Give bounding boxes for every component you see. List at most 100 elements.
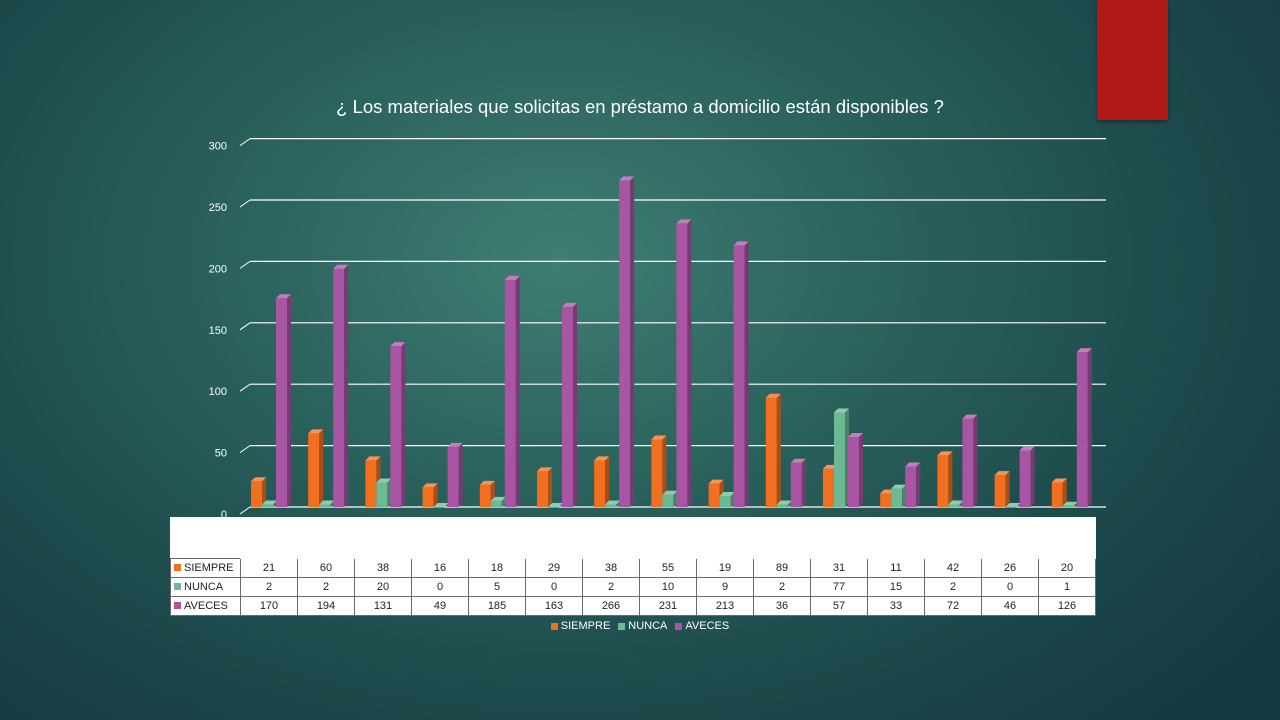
bar-front	[948, 504, 960, 507]
bar	[537, 467, 552, 507]
bar-top	[479, 480, 495, 485]
table-cell: 29	[525, 558, 583, 578]
bar-top	[433, 503, 449, 507]
series-key-swatch	[174, 583, 181, 590]
bar-front	[937, 455, 949, 507]
bar-top	[504, 275, 520, 280]
bar-side	[262, 477, 266, 507]
legend: SIEMPRE NUNCA AVECES	[0, 620, 1280, 633]
series-name: SIEMPRE	[184, 562, 234, 574]
table-cell: 2	[924, 577, 982, 597]
bar-top	[708, 479, 724, 484]
bar-front	[905, 466, 917, 507]
bar-top	[948, 500, 964, 505]
bar	[848, 433, 863, 507]
bar-front	[1051, 482, 1063, 507]
table-category-label: ESIME TIC	[1038, 517, 1096, 559]
gridline-depth	[239, 199, 251, 208]
bar	[594, 456, 610, 507]
table-cell: 2	[753, 577, 811, 597]
table-category-label: ESCA S TOM	[753, 517, 811, 559]
bar-side	[1087, 348, 1092, 507]
legend-item: NUNCA	[618, 620, 667, 632]
bar-side	[319, 429, 324, 507]
bar	[962, 414, 978, 507]
bar-front	[651, 439, 663, 507]
bar	[1019, 446, 1035, 507]
bar-top	[308, 429, 324, 434]
bar-side	[401, 342, 406, 507]
bar	[276, 294, 291, 507]
table-cell: 131	[354, 596, 412, 616]
table-series-label: AVECES	[170, 596, 241, 616]
data-table: ESM UPIITA ESIT EST ESIA TIC ESIA TEC ESFM ESIM…	[170, 517, 1096, 616]
table-category-label: UPIICSA	[867, 517, 925, 559]
table-category-label: ESIME AZC	[639, 517, 697, 559]
bar-top	[1062, 501, 1078, 506]
bar-top	[594, 456, 610, 461]
bar	[548, 503, 563, 508]
bar-top	[605, 500, 621, 505]
bar-top	[1005, 503, 1021, 507]
bar-side	[1030, 446, 1035, 507]
bar-top	[319, 500, 335, 505]
bar-front	[662, 494, 674, 507]
bar-top	[834, 408, 849, 413]
bar-side	[801, 458, 806, 507]
bar-top	[790, 458, 806, 463]
table-cell: 42	[924, 558, 982, 578]
table-row: AVECES 170 194 131 49 185 163 266 231 213 36 57 33 72…	[170, 596, 1096, 616]
bar-front	[962, 418, 974, 507]
bar	[308, 429, 324, 507]
bar-top	[994, 471, 1010, 476]
gridline-depth	[239, 445, 251, 454]
legend-swatch	[618, 622, 626, 630]
bar-front	[447, 446, 459, 507]
table-cell: 20	[354, 577, 412, 597]
table-corner	[171, 518, 241, 559]
bar-side	[948, 451, 953, 507]
bar	[662, 490, 678, 507]
table-cell: 49	[411, 596, 469, 616]
series-name: NUNCA	[184, 581, 224, 593]
gridline-depth	[239, 138, 251, 147]
table-category-label: ESIME CUL	[981, 517, 1039, 559]
table-cell: 46	[981, 596, 1039, 616]
bar	[834, 408, 849, 507]
table-row: NUNCA 2 2 20 0 5 0 2 10 9 2 77 15 2 0 1	[170, 577, 1096, 597]
table-cell: 72	[924, 596, 982, 616]
table-cell: 77	[810, 577, 868, 597]
bar-side	[287, 294, 291, 507]
bar-top	[676, 219, 692, 224]
bar-top	[251, 477, 266, 482]
bar-front	[891, 488, 903, 507]
bar-side	[662, 435, 667, 507]
bar-front	[733, 245, 745, 507]
bar-top	[333, 264, 349, 269]
red-accent-rectangle	[1097, 0, 1168, 120]
bar-side	[744, 241, 749, 507]
table-cell: 36	[753, 596, 811, 616]
bar-top	[765, 393, 781, 398]
table-cell: 11	[867, 558, 925, 578]
bar	[251, 477, 266, 507]
table-row: SIEMPRE 21 60 38 16 18 29 38 55 19 89 31 11 42 26 20	[170, 558, 1096, 578]
bar-side	[687, 219, 692, 507]
y-axis-tick-labels: 0 50 100 150 200 250 300	[209, 141, 227, 521]
bar	[651, 435, 667, 507]
series-key-swatch	[174, 602, 181, 609]
table-cell: 5	[468, 577, 526, 597]
bar-top	[905, 462, 921, 467]
table-cell: 0	[525, 577, 583, 597]
table-cell: 2	[582, 577, 640, 597]
bar	[447, 442, 463, 507]
table-category-label: ESFM	[582, 517, 640, 559]
bar	[676, 219, 692, 507]
bar-top	[719, 491, 735, 496]
bar-front	[880, 493, 892, 507]
table-cell: 231	[639, 596, 697, 616]
table-category-label: ESM	[240, 517, 298, 559]
bar-top	[1076, 348, 1092, 353]
bar-front	[365, 460, 377, 507]
bar-side	[458, 442, 463, 507]
